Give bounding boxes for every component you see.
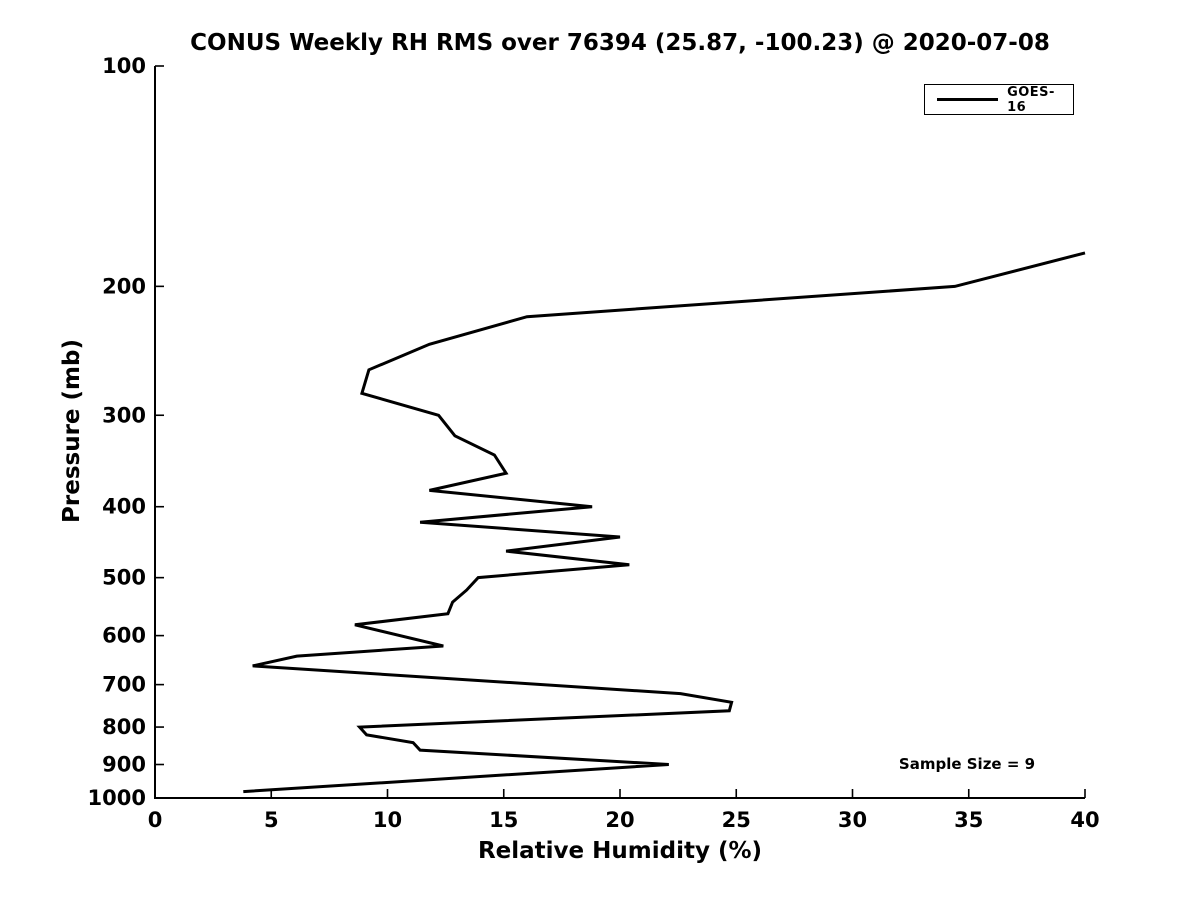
legend: GOES-16 — [924, 84, 1074, 115]
y-axis-label: Pressure (mb) — [59, 339, 85, 523]
svg-text:300: 300 — [102, 403, 146, 427]
svg-text:15: 15 — [489, 808, 518, 832]
svg-text:700: 700 — [102, 673, 146, 697]
axes: 0 5 10 15 20 25 30 35 40 100 200 300 400 500 600 700 800… — [88, 54, 1100, 832]
svg-text:200: 200 — [102, 274, 146, 298]
svg-text:400: 400 — [102, 495, 146, 519]
y-ticks: 100 200 300 400 500 600 700 800 900 1000 — [88, 54, 164, 810]
sample-size-annotation: Sample Size = 9 — [898, 755, 1036, 773]
svg-text:30: 30 — [838, 808, 867, 832]
svg-text:40: 40 — [1070, 808, 1099, 832]
svg-text:800: 800 — [102, 715, 146, 739]
svg-text:35: 35 — [954, 808, 983, 832]
svg-text:100: 100 — [102, 54, 146, 78]
svg-text:10: 10 — [373, 808, 402, 832]
svg-text:20: 20 — [605, 808, 634, 832]
x-ticks: 0 5 10 15 20 25 30 35 40 — [148, 789, 1100, 832]
x-axis-label: Relative Humidity (%) — [477, 838, 763, 864]
series-line-goes-16 — [243, 251, 1086, 794]
svg-text:900: 900 — [102, 753, 146, 777]
svg-text:1000: 1000 — [88, 786, 146, 810]
svg-text:600: 600 — [102, 624, 146, 648]
svg-text:500: 500 — [102, 566, 146, 590]
chart-title: CONUS Weekly RH RMS over 76394 (25.87, -… — [190, 30, 1050, 56]
svg-text:25: 25 — [722, 808, 751, 832]
svg-text:0: 0 — [148, 808, 163, 832]
legend-label: GOES-16 — [1007, 84, 1055, 115]
svg-text:5: 5 — [264, 808, 279, 832]
legend-line-sample — [937, 98, 999, 101]
